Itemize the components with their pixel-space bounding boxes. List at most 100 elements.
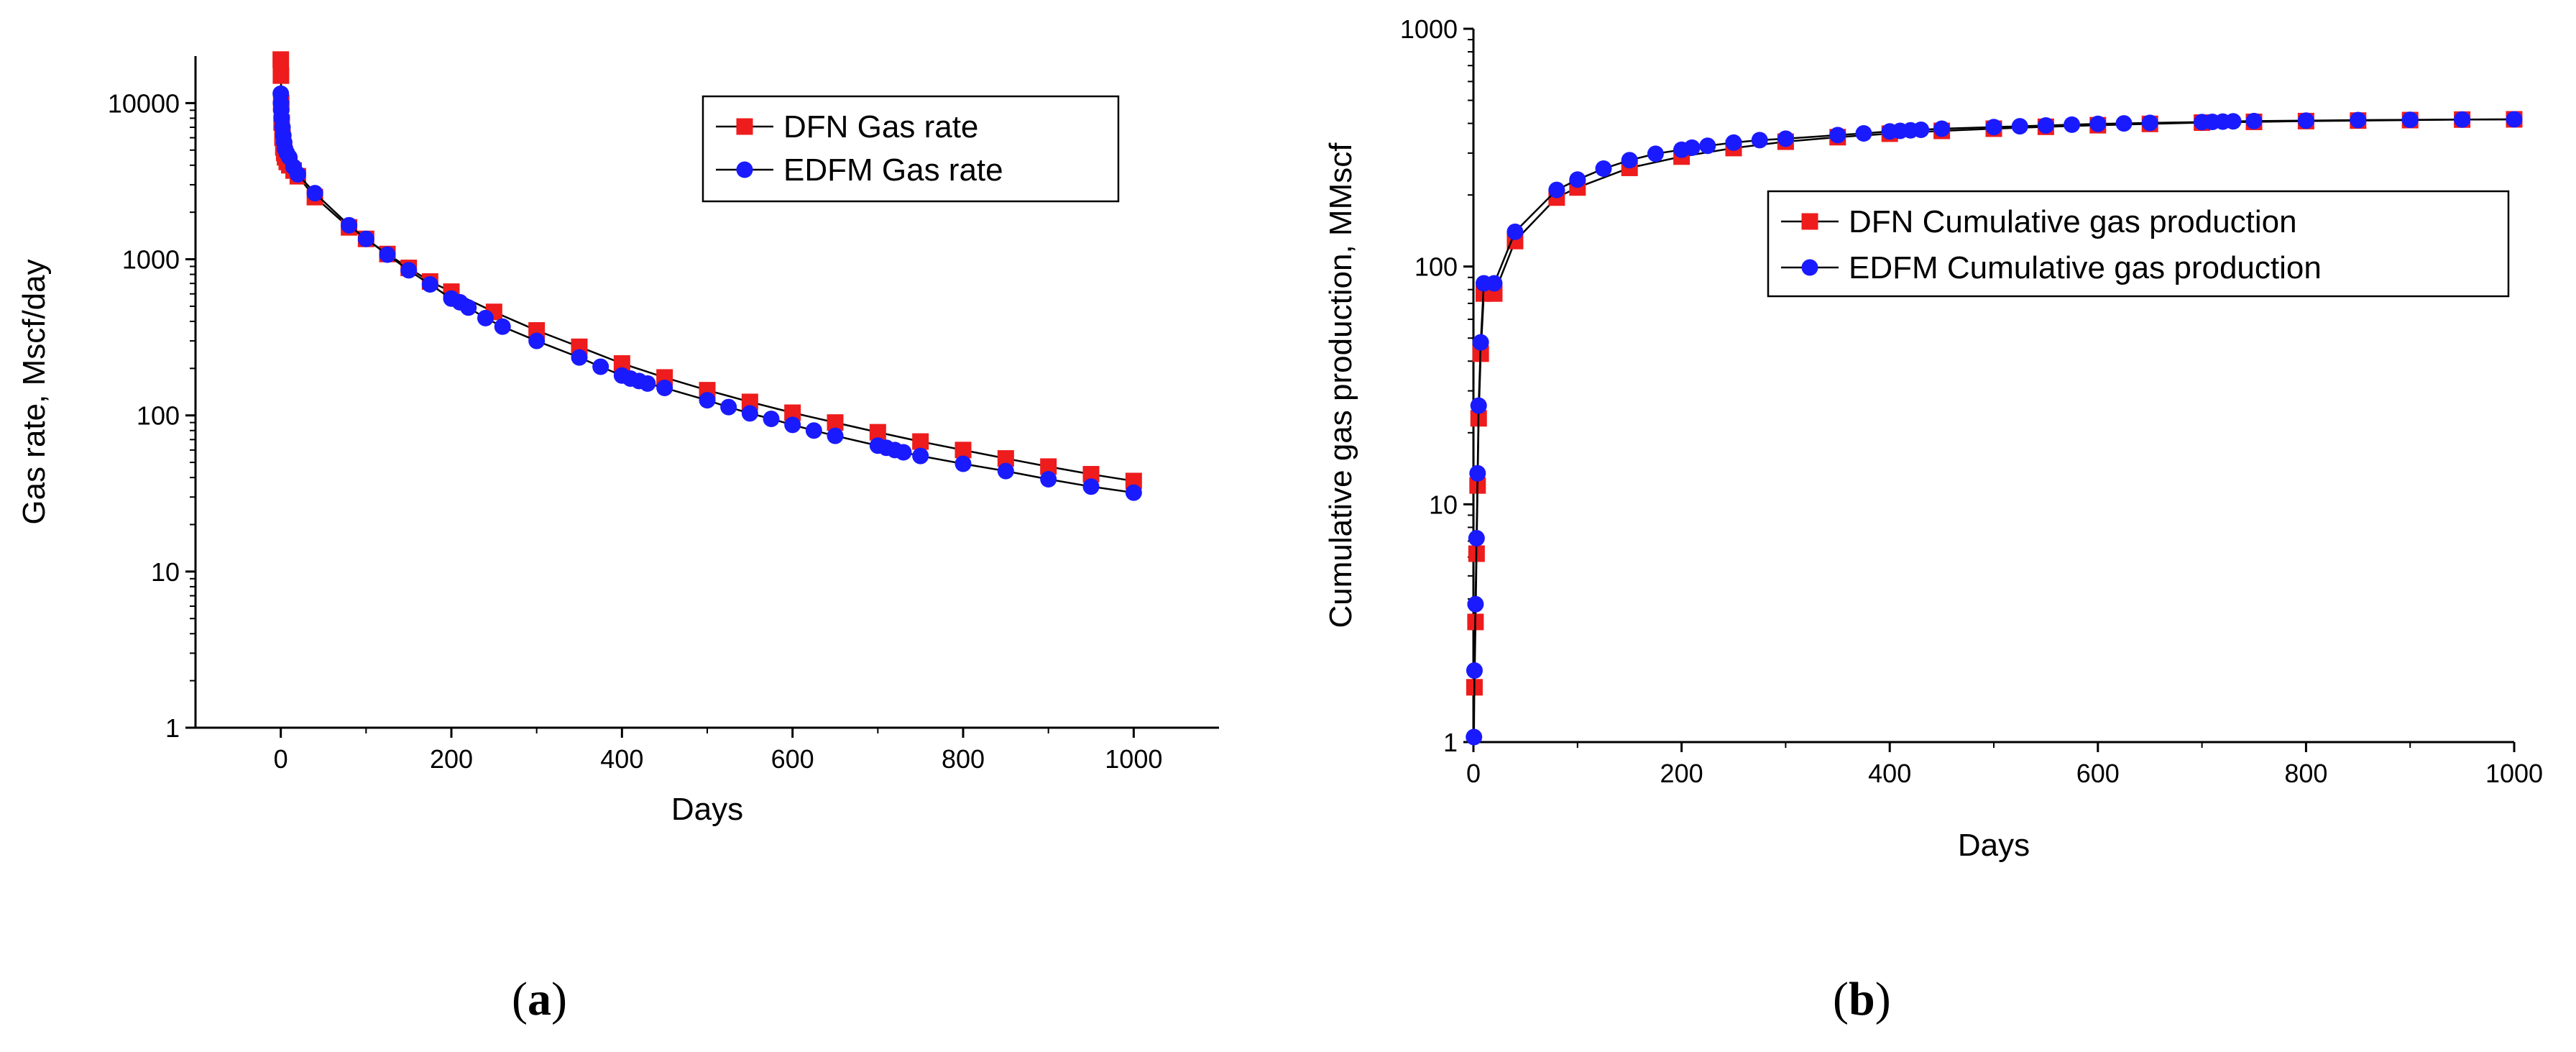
data-point-square [912, 433, 929, 450]
data-point-circle [2037, 116, 2054, 134]
data-point-circle [1466, 728, 1483, 746]
data-point-circle [656, 379, 673, 396]
y-axis-label-b: Cumulative gas production, MMscf [1323, 142, 1358, 628]
data-point-circle [2089, 115, 2107, 132]
data-point-circle [379, 246, 396, 263]
data-point-circle [571, 349, 588, 366]
y-axis-label-a: Gas rate, Mscf/day [17, 259, 52, 524]
data-point-circle [1548, 181, 1565, 198]
data-point-circle [1647, 145, 1664, 163]
data-point-circle [1595, 160, 1612, 178]
data-point-circle [528, 332, 546, 349]
data-point-square [1040, 458, 1057, 475]
panel-label-b: (b) [1833, 973, 1891, 1025]
data-point-square [272, 51, 290, 68]
data-point-circle [763, 411, 780, 428]
data-point-square [613, 355, 630, 372]
chart-b: 0 200 400 600 800 1000 1 10 100 1000 Days Cumulativ… [1323, 14, 2543, 863]
data-point-circle [784, 416, 801, 434]
data-point-circle [400, 262, 418, 279]
x-tick-label-a: 600 [771, 744, 814, 774]
data-point-circle [1725, 134, 1742, 151]
legend-marker-circle [736, 161, 753, 178]
data-point-square [869, 424, 886, 441]
data-point-circle [2115, 115, 2133, 132]
data-point-square [1082, 465, 1100, 482]
data-point-circle [421, 276, 438, 293]
data-point-circle [2297, 112, 2314, 129]
data-point-circle [954, 455, 972, 472]
data-point-circle [1506, 223, 1524, 240]
x-tick-label-b: 200 [1660, 759, 1703, 788]
legend-label-a: DFN Gas rate [783, 109, 978, 145]
data-point-circle [1486, 275, 1503, 292]
chart-a: 0 200 400 600 800 1000 1 10 100 1000 10000 Days Gas … [17, 51, 1219, 827]
legend-marker-circle [1801, 259, 1818, 276]
data-point-circle [477, 309, 494, 326]
y-tick-label-a: 10 [151, 557, 180, 587]
y-tick-label-a: 100 [137, 401, 180, 431]
data-point-circle [1470, 397, 1487, 414]
data-point-circle [1082, 478, 1100, 495]
data-point-circle [2064, 116, 2081, 133]
data-point-circle [1829, 127, 1846, 144]
y-tick-label-b: 100 [1414, 252, 1458, 282]
data-point-circle [1569, 171, 1586, 188]
data-point-circle [895, 444, 912, 461]
legend-box-a [702, 95, 1120, 203]
data-point-circle [2350, 111, 2367, 129]
data-point-circle [912, 447, 929, 465]
data-point-square [827, 414, 844, 431]
data-point-circle [2245, 112, 2263, 129]
data-point-circle [1933, 120, 1951, 137]
data-point-circle [460, 299, 477, 316]
y-tick-label-b: 1000 [1400, 14, 1458, 44]
data-point-circle [306, 185, 323, 202]
legend-label-a: EDFM Gas rate [783, 152, 1003, 188]
data-point-circle [289, 165, 306, 183]
data-point-circle [1855, 125, 1872, 142]
y-tick-label-a: 1000 [122, 245, 180, 275]
data-point-circle [2225, 113, 2242, 130]
x-tick-label-a: 400 [600, 744, 643, 774]
data-point-circle [1466, 662, 1483, 679]
y-tick-label-b: 10 [1429, 490, 1458, 519]
data-point-square [272, 67, 290, 84]
x-tick-label-a: 800 [942, 744, 985, 774]
x-tick-label-b: 600 [2076, 759, 2120, 788]
data-point-circle [827, 427, 844, 444]
legend-label-b: EDFM Cumulative gas production [1849, 250, 2322, 285]
data-point-circle [1125, 484, 1142, 501]
data-point-circle [494, 318, 511, 335]
y-tick-label-a: 1 [165, 713, 180, 743]
data-point-circle [2401, 111, 2419, 129]
data-point-circle [357, 230, 374, 247]
data-point-circle [2506, 111, 2523, 128]
data-point-circle [1777, 130, 1794, 147]
data-point-square [997, 450, 1014, 467]
legend-marker-square [1801, 213, 1818, 230]
data-point-square [741, 393, 758, 411]
data-point-circle [592, 358, 610, 375]
data-point-circle [1699, 137, 1716, 155]
data-point-circle [741, 405, 758, 422]
data-point-circle [1472, 334, 1489, 351]
panel-label-b-letter: b [1848, 973, 1875, 1025]
legend-marker-square [736, 118, 753, 135]
data-point-circle [341, 216, 358, 234]
data-point-square [784, 404, 801, 421]
x-tick-label-a: 1000 [1105, 744, 1162, 774]
x-tick-label-b: 400 [1868, 759, 1911, 788]
data-point-circle [805, 422, 822, 439]
x-tick-label-a: 0 [274, 744, 288, 774]
data-point-circle [2454, 111, 2471, 128]
data-point-circle [1467, 595, 1484, 613]
data-point-circle [1621, 152, 1638, 169]
x-axis-label-b: Days [1958, 828, 2030, 863]
data-point-circle [2141, 114, 2158, 132]
data-point-circle [1751, 132, 1768, 149]
y-tick-label-b: 1 [1443, 728, 1458, 757]
data-point-circle [2011, 118, 2028, 135]
data-point-square [1125, 472, 1142, 490]
